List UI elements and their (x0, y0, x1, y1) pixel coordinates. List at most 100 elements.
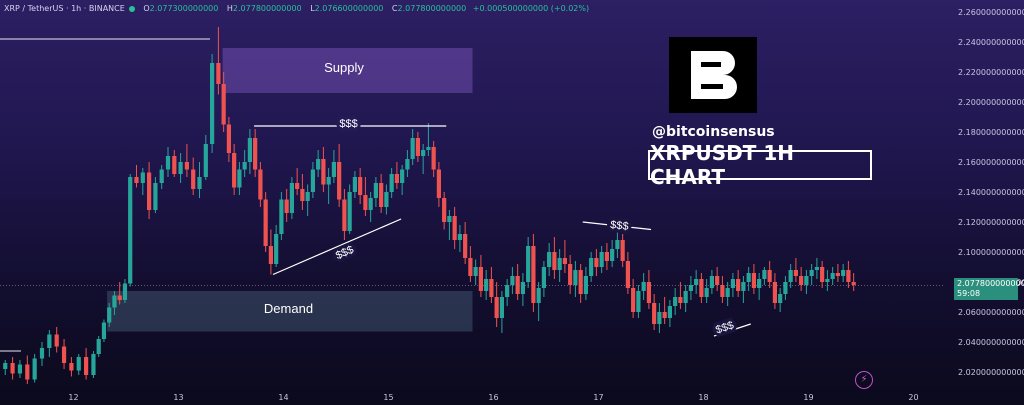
candle-body (520, 282, 525, 294)
candle-body (594, 258, 599, 267)
candle-body (436, 169, 441, 198)
y-tick-label: 2.200000000000 (958, 98, 1024, 107)
candle-body (263, 199, 268, 246)
liquidity-trendline (713, 323, 751, 337)
candle-body (295, 183, 300, 189)
candle-body (352, 177, 357, 192)
candle-body (316, 159, 321, 170)
candle-body (625, 261, 630, 288)
candle-body (326, 177, 331, 185)
candle-body (128, 177, 133, 284)
candle-body (820, 267, 825, 282)
candle-body (741, 282, 746, 291)
x-tick-label: 15 (383, 393, 393, 402)
candle-body (91, 354, 96, 375)
candle-body (310, 169, 315, 192)
y-tick-label: 2.240000000000 (958, 38, 1024, 47)
candle-body (221, 84, 226, 125)
candle-body (667, 306, 672, 318)
candle-body (421, 150, 426, 156)
candle-body (134, 177, 139, 183)
candle-body (515, 276, 520, 294)
y-tick-label: 2.180000000000 (958, 128, 1024, 137)
candle-body (841, 270, 846, 276)
candle-body (305, 192, 310, 201)
candle-body (715, 276, 720, 285)
candle-body (300, 189, 305, 201)
supply-zone (222, 48, 473, 93)
brand-handle: @bitcoinsensus (652, 124, 775, 140)
y-tick-label: 2.220000000000 (958, 68, 1024, 77)
candle-body (184, 162, 189, 170)
candle-body (379, 183, 384, 207)
candle-body (751, 273, 756, 288)
liquidity-trendline (272, 218, 402, 276)
candle-body (463, 234, 468, 258)
candle-body (242, 162, 247, 170)
candle-body (178, 162, 183, 174)
candle-body (457, 234, 462, 240)
candle-body (405, 159, 410, 170)
candle-body (274, 234, 279, 264)
candle-body (620, 240, 625, 261)
zones-layer (107, 48, 473, 332)
candle-body (442, 198, 447, 222)
candle-body (203, 144, 208, 177)
candle-body (678, 297, 683, 303)
candle-body (767, 270, 772, 282)
candle-body (337, 162, 342, 200)
candle-body (631, 288, 636, 312)
y-tick-label: 2.020000000000 (958, 368, 1024, 377)
candle-body (289, 183, 294, 213)
candle-body (573, 270, 578, 285)
open-value: 2.077300000000 (149, 4, 219, 13)
low-value: 2.076600000000 (314, 4, 384, 13)
candle-body (809, 270, 814, 276)
x-tick-label: 14 (278, 393, 288, 402)
candle-body (232, 153, 237, 188)
candle-body (368, 198, 373, 210)
candle-body (268, 246, 273, 264)
y-tick-label: 2.140000000000 (958, 188, 1024, 197)
candle-body (646, 282, 651, 303)
candle-body (557, 258, 562, 270)
candle-body (54, 334, 59, 347)
candle-body (410, 138, 415, 159)
candle-body (578, 270, 583, 294)
candle-body (447, 216, 452, 222)
liquidity-label: $$$ (339, 118, 357, 130)
candle-body (39, 348, 45, 359)
candle-body (358, 177, 363, 195)
candle-body (172, 156, 177, 174)
candle-body (688, 285, 693, 291)
y-tick-label: 2.040000000000 (958, 338, 1024, 347)
live-dot (128, 5, 135, 12)
x-tick-label: 20 (908, 393, 918, 402)
candle-body (17, 364, 23, 374)
candle-body (363, 195, 368, 210)
candle-body (342, 199, 347, 231)
candle-body (373, 183, 378, 198)
x-tick-label: 12 (68, 393, 78, 402)
candle-body (683, 291, 688, 303)
candle-body (84, 357, 89, 375)
chart-title: XRPUSDT 1H CHART (648, 141, 872, 189)
candle-body (804, 276, 809, 285)
candle-body (147, 172, 152, 210)
candle-body (489, 279, 494, 297)
candle-body (32, 358, 37, 380)
y-tick-label: 2.100000000000 (958, 248, 1024, 257)
lightning-icon[interactable]: ⚡ (855, 371, 873, 389)
candle-body (247, 138, 252, 162)
bar-countdown: 59:08 (957, 289, 981, 298)
candle-body (61, 346, 67, 363)
last-price-value: 2.077800000000 (957, 279, 1024, 288)
y-tick-label: 2.120000000000 (958, 218, 1024, 227)
candle-body (835, 273, 840, 276)
candle-body (153, 183, 158, 210)
candle-body (468, 258, 473, 276)
candle-body (762, 270, 767, 279)
candle-body (851, 282, 856, 285)
candle-body (709, 276, 714, 288)
